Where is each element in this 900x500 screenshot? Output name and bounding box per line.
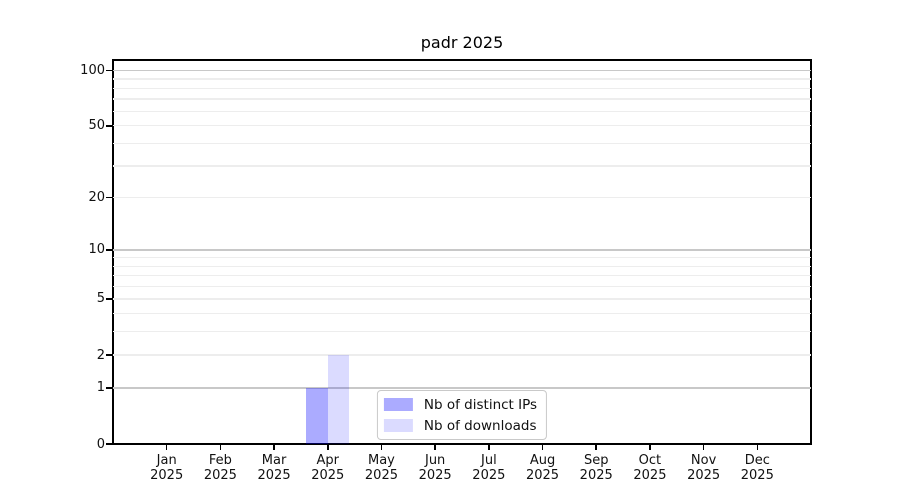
y-gridline-minor [113,197,811,199]
x-tick-mark [219,444,222,451]
y-gridline-minor [113,275,811,277]
grid-layer [113,60,811,444]
x-tick-month: Aug [529,452,556,468]
y-gridline-minor [113,313,811,315]
bar-distinct-ips [306,387,328,444]
legend-label: Nb of distinct IPs [423,396,538,413]
chart-title: padr 2025 [420,33,504,52]
x-tick-month: Jun [424,452,446,468]
y-tick-label: 2 [96,347,105,363]
x-tick-month: Oct [638,452,662,468]
y-tick-label: 100 [80,63,105,78]
x-tick-year: 2025 [203,468,237,483]
axis-spine-right [810,59,812,445]
x-tick-label: Dec 2025 [722,453,792,484]
y-tick-label: 20 [88,190,105,206]
y-gridline-minor [113,98,811,100]
axis-spine-top [112,59,812,61]
x-tick-label: Sep 2025 [561,453,631,484]
x-tick-year: 2025 [579,468,613,483]
x-tick-label: May 2025 [346,453,416,484]
legend: Nb of distinct IPs Nb of downloads [376,390,548,440]
x-tick-month: Sep [583,452,609,468]
x-tick-month: Jan [156,452,177,468]
legend-item: Nb of distinct IPs [383,396,538,413]
x-tick-year: 2025 [687,468,721,483]
legend-item: Nb of downloads [383,417,537,434]
x-tick-mark [326,444,329,451]
bar-downloads [327,355,350,444]
y-gridline-minor [113,331,811,333]
bars-layer [113,60,811,444]
x-tick-year: 2025 [311,468,345,483]
x-tick-year: 2025 [257,468,291,483]
x-tick-mark [595,444,598,451]
y-tick-label: 1 [96,380,105,396]
x-tick-month: Nov [690,452,717,468]
y-tick-label: 50 [88,118,105,134]
x-tick-mark [756,444,759,451]
y-tick-label: 10 [88,242,105,258]
x-tick-label: Feb 2025 [185,453,255,484]
x-tick-mark [702,444,705,451]
x-tick-year: 2025 [740,468,774,483]
axis-spine-bottom [112,443,812,445]
y-gridline-minor [113,125,811,127]
x-tick-mark [649,444,651,451]
x-tick-year: 2025 [418,468,452,483]
x-tick-month: Apr [316,452,340,468]
x-tick-label: Jul 2025 [454,453,524,484]
x-tick-month: Mar [261,452,287,468]
y-gridline-minor [113,354,811,356]
x-tick-label: Jun 2025 [400,453,470,484]
y-tick-label: 5 [96,291,105,307]
x-tick-mark [165,444,168,451]
x-tick-month: May [368,452,395,468]
x-tick-month: Jul [481,452,497,468]
y-gridline-minor [113,78,811,80]
x-tick-label: Apr 2025 [293,453,363,484]
y-gridline-minor [113,257,811,259]
y-gridline-minor [113,87,811,89]
y-tick-label: 0 [96,436,105,452]
x-tick-mark [380,444,383,451]
x-tick-mark [541,444,544,451]
y-gridline-minor [113,142,811,145]
x-tick-year: 2025 [633,468,667,483]
x-tick-mark [488,444,490,451]
x-tick-label: Oct 2025 [615,453,685,484]
x-tick-label: Mar 2025 [239,453,309,484]
y-gridline-major [113,387,811,389]
legend-swatch [383,419,413,432]
y-gridline-minor [113,165,811,167]
x-tick-year: 2025 [364,468,398,483]
x-tick-year: 2025 [525,468,560,483]
x-tick-year: 2025 [472,468,506,483]
x-tick-year: 2025 [150,468,184,483]
x-tick-month: Feb [208,452,232,468]
x-tick-label: Jan 2025 [132,453,202,484]
legend-label: Nb of downloads [423,417,537,434]
legend-swatch [383,398,413,411]
y-gridline-minor [113,110,811,112]
x-tick-mark [434,444,436,451]
y-gridline-minor [113,265,811,267]
y-gridline-major [113,69,811,72]
axis-spine-left [112,59,114,445]
x-tick-mark [273,444,275,451]
x-tick-label: Aug 2025 [508,453,578,484]
y-gridline-minor [113,285,811,288]
x-tick-label: Nov 2025 [669,453,739,484]
x-tick-month: Dec [744,452,770,468]
plot-area: Nb of distinct IPs Nb of downloads [113,60,811,444]
y-gridline-major [113,249,811,251]
y-gridline-minor [113,298,811,300]
